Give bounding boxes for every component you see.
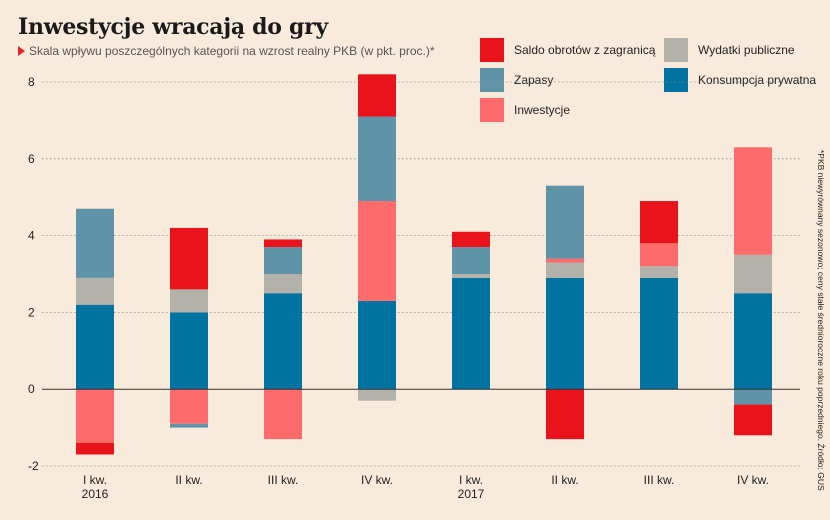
bar-segment-wydatki [452, 274, 490, 278]
bar-segment-zapasy [452, 247, 490, 274]
bar-segment-zapasy [734, 389, 772, 405]
x-tick-label: I kw. [459, 473, 483, 487]
bar-segment-inwestycje [264, 389, 302, 440]
legend-item-konsumpcja: Konsumpcja prywatna [664, 68, 816, 92]
legend-item-saldo: Saldo obrotów z zagranicą [480, 38, 655, 62]
x-tick-label: IV kw. [737, 473, 769, 487]
legend-swatch-zapasy [480, 68, 504, 92]
bar-segment-konsumpcja [76, 304, 114, 390]
x-tick-year-label: 2016 [82, 487, 109, 501]
legend-label-zapasy: Zapasy [514, 73, 554, 87]
source-note: *PKB niewyrównany sezonowo; ceny stałe ś… [816, 150, 826, 491]
y-tick-label: 2 [28, 305, 35, 319]
bar-segment-inwestycje [76, 389, 114, 443]
bar-segment-konsumpcja [734, 293, 772, 390]
x-tick-year-label: 2017 [458, 487, 485, 501]
legend-item-wydatki: Wydatki publiczne [664, 38, 795, 62]
triangle-marker-icon [18, 46, 25, 56]
legend-swatch-inwestycje [480, 98, 504, 122]
bar-segment-inwestycje [734, 147, 772, 255]
bar-segment-konsumpcja [640, 277, 678, 390]
bar-segment-konsumpcja [546, 277, 584, 390]
legend-label-wydatki: Wydatki publiczne [698, 43, 795, 57]
bar-segment-saldo [734, 404, 772, 436]
x-tick-label: IV kw. [361, 473, 393, 487]
bar-segment-inwestycje [546, 258, 584, 263]
chart-subtitle: Skala wpływu poszczególnych kategorii na… [18, 44, 435, 58]
bar-segment-zapasy [546, 185, 584, 259]
bar-segment-inwestycje [358, 201, 396, 301]
legend-label-inwestycje: Inwestycje [514, 103, 571, 117]
legend-label-saldo: Saldo obrotów z zagranicą [514, 43, 656, 57]
x-tick-label: II kw. [551, 473, 578, 487]
bar-segment-konsumpcja [358, 300, 396, 390]
x-tick-label: III kw. [268, 473, 299, 487]
bar-segment-wydatki [358, 389, 396, 401]
bar-segment-konsumpcja [264, 293, 302, 390]
x-tick-label: I kw. [83, 473, 107, 487]
bar-segment-saldo [170, 227, 208, 290]
y-tick-label: 4 [28, 229, 35, 243]
y-tick-label: -2 [28, 459, 39, 473]
x-tick-label: III kw. [644, 473, 675, 487]
legend-swatch-wydatki [664, 38, 688, 62]
chart-legend: Saldo obrotów z zagranicą Wydatki public… [480, 38, 820, 128]
legend-item-inwestycje: Inwestycje [480, 98, 570, 122]
bar-segment-wydatki [640, 266, 678, 278]
bar-segment-wydatki [264, 274, 302, 294]
bar-segment-zapasy [170, 423, 208, 428]
chart-title: Inwestycje wracają do gry [18, 14, 328, 40]
y-tick-label: 8 [28, 75, 35, 89]
legend-label-konsumpcja: Konsumpcja prywatna [698, 73, 817, 87]
bar-segment-zapasy [264, 247, 302, 274]
bar-segment-konsumpcja [170, 312, 208, 390]
bar-segment-wydatki [76, 277, 114, 305]
y-tick-label: 0 [28, 382, 35, 396]
bar-segment-saldo [264, 239, 302, 248]
legend-swatch-saldo [480, 38, 504, 62]
bar-segment-zapasy [358, 116, 396, 202]
bar-segment-saldo [640, 201, 678, 244]
legend-item-zapasy: Zapasy [480, 68, 553, 92]
chart-subtitle-text: Skala wpływu poszczególnych kategorii na… [29, 44, 435, 58]
y-tick-label: 6 [28, 152, 35, 166]
bar-segment-saldo [452, 231, 490, 248]
legend-swatch-konsumpcja [664, 68, 688, 92]
bar-segment-saldo [76, 442, 114, 455]
bar-segment-wydatki [170, 289, 208, 313]
bar-segment-inwestycje [170, 389, 208, 424]
bar-segment-zapasy [76, 208, 114, 278]
bar-segment-konsumpcja [452, 277, 490, 390]
x-tick-label: II kw. [175, 473, 202, 487]
bar-segment-saldo [546, 389, 584, 440]
bar-segment-inwestycje [640, 243, 678, 267]
bar-segment-wydatki [546, 262, 584, 278]
bar-segment-saldo [358, 74, 396, 117]
bar-segment-wydatki [734, 254, 772, 294]
